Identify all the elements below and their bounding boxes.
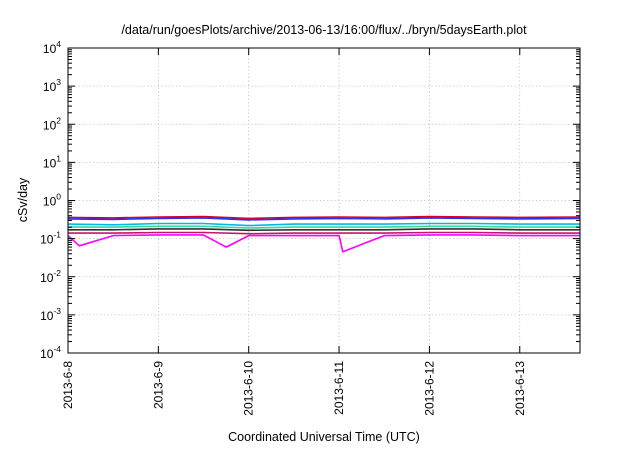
tick-labels: 10-4 10-3 10-2 10-1 100 101 102 103 104 2013-6-8 2… [40,39,527,416]
y-tick-label: 10-2 [40,268,61,285]
ticks [67,47,580,354]
y-tick-label: 100 [43,192,61,209]
y-tick-label: 10-1 [40,230,61,247]
series-line [68,231,580,235]
x-axis-label: Coordinated Universal Time (UTC) [228,430,420,444]
x-tick-label: 2013-6-8 [61,361,75,409]
x-tick-label: 2013-6-12 [422,361,436,416]
series-line [67,234,580,253]
y-tick-label: 103 [43,77,61,94]
y-tick-label: 10-3 [40,306,61,323]
grid [67,47,580,354]
series-line [67,217,581,221]
x-tick-label: 2013-6-13 [513,361,527,416]
y-axis-label: cSv/day [16,177,30,222]
x-tick-label: 2013-6-11 [332,361,346,415]
y-tick-label: 102 [43,115,61,132]
x-tick-label: 2013-6-9 [151,361,165,409]
series-group [67,215,581,253]
x-tick-label: 2013-6-10 [242,361,256,416]
series-line [68,228,580,232]
y-tick-label: 101 [43,153,61,170]
chart-title: /data/run/goesPlots/archive/2013-06-13/1… [121,23,527,37]
series-line [67,215,581,220]
series-line [67,222,580,227]
series-line [68,225,580,229]
y-tick-label: 104 [43,39,61,56]
y-tick-label: 10-4 [40,344,61,361]
